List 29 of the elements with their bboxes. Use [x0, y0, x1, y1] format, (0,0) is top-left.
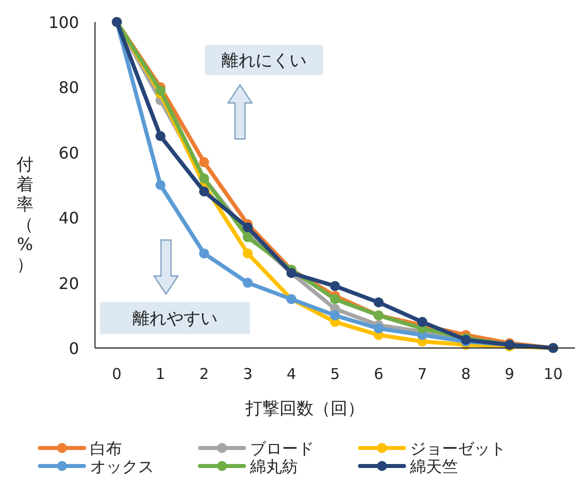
x-axis-title: 打撃回数（回）: [244, 399, 364, 419]
annotation: 離れやすい: [132, 309, 218, 329]
x-tick-label: 4: [286, 365, 296, 383]
x-tick-label: 2: [199, 365, 209, 383]
legend-label: ジョーゼット: [410, 439, 506, 458]
legend-label: オックス: [90, 457, 154, 476]
x-tick-label: 6: [374, 365, 384, 383]
x-tick-label: 3: [242, 365, 252, 383]
x-tick-label: 0: [112, 365, 122, 383]
y-tick-label: 100: [48, 13, 79, 32]
y-tick-label: 0: [68, 339, 79, 358]
x-tick-label: 1: [156, 365, 166, 383]
y-axis-title: 付着率（%）: [16, 155, 34, 275]
annotation: 離れにくい: [222, 51, 306, 71]
legend-label: 綿天竺: [409, 457, 458, 476]
legend-label: 綿丸紡: [249, 457, 298, 476]
y-tick-label: 60: [58, 143, 79, 162]
y-tick-label: 20: [58, 274, 79, 293]
y-tick-label: 40: [58, 208, 79, 228]
note-box: 離れやすい: [100, 302, 250, 334]
x-tick-label: 5: [330, 365, 340, 383]
y-tick-label: 80: [58, 78, 79, 98]
x-tick-label: 7: [418, 365, 428, 383]
x-tick-label: 10: [544, 365, 563, 383]
x-tick-label: 9: [504, 365, 514, 383]
note-box: 離れにくい: [205, 45, 323, 75]
legend-label: 白布: [90, 439, 122, 458]
x-tick-label: 8: [461, 365, 471, 383]
legend-label: ブロード: [250, 439, 314, 458]
